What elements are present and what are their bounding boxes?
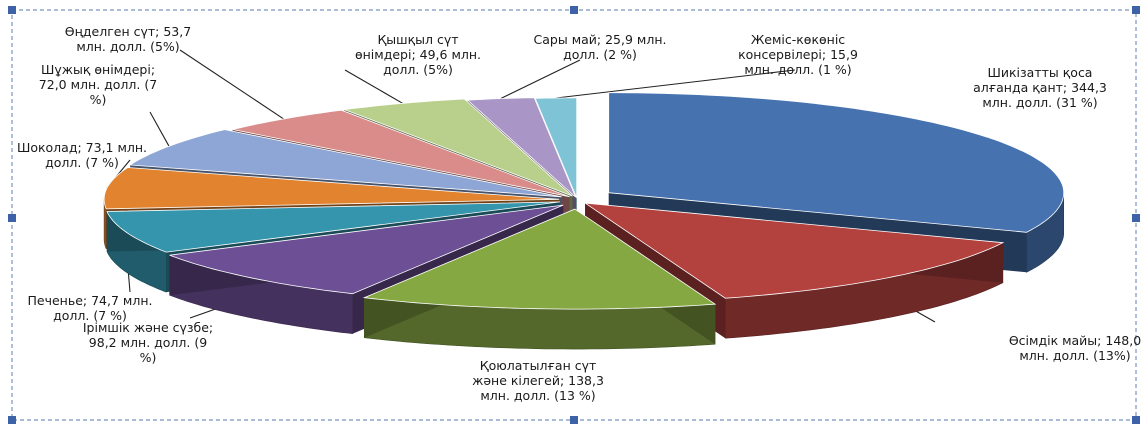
leader-line-8 <box>344 69 403 104</box>
slice-label-line: млн. долл. (5%) <box>76 39 179 54</box>
slice-9 <box>466 97 577 198</box>
slice-label-line: Өңделген сүт; 53,7 <box>65 24 191 39</box>
slice-label-line: Қоюлатылған сүт <box>480 358 597 373</box>
slice-label-line: долл. (5%) <box>383 62 453 77</box>
slice-label-line: 72,0 млн. долл. (7 <box>39 77 157 92</box>
slice-label-line: долл. (2 %) <box>563 47 637 62</box>
slice-label-1: Өсімдік майы; 148,0 млн. долл. (13%) <box>1009 333 1141 363</box>
slice-6 <box>128 129 562 198</box>
slice-label-line: консервілері; 15,9 <box>738 47 858 62</box>
slice-label-line: млн. долл. (31 %) <box>982 95 1097 110</box>
frame-handle[interactable] <box>1132 416 1140 424</box>
slice-label-line: %) <box>90 92 107 107</box>
slice-10 <box>534 97 578 199</box>
frame-handle[interactable] <box>1132 214 1140 222</box>
slice-label-line: млн. долл. (1 %) <box>744 62 851 77</box>
slice-label-line: долл. (7 %) <box>53 308 127 323</box>
slice-label-line: Шұжық өнімдері; <box>41 62 155 77</box>
slice-label-line: және кілегей; 138,3 <box>472 373 604 388</box>
slice-label-10: Жеміс-көкөніс консервілері; 15,9 млн. долл… <box>738 32 858 77</box>
slice-label-3: Ірімшік және сүзбе; 98,2 млн. долл. (9%) <box>83 320 213 365</box>
selection-handles <box>8 6 1140 424</box>
slice-label-4: Печенье; 74,7 млн. долл. (7 %) <box>28 293 153 323</box>
slice-4 <box>106 201 560 253</box>
slice-3 <box>169 204 564 295</box>
slice-2 <box>362 208 717 310</box>
slice-label-7: Өңделген сүт; 53,7 млн. долл. (5%) <box>65 24 191 54</box>
slice-label-line: Қышқыл сүт <box>377 32 458 47</box>
slice-label-line: млн. долл. (13 %) <box>480 388 595 403</box>
slice-label-line: %) <box>140 350 157 365</box>
slice-label-8: Қышқыл сүт өнімдері; 49,6 млн. долл. (5%) <box>355 32 481 77</box>
frame-handle[interactable] <box>570 416 578 424</box>
slice-label-line: алғанда қант; 344,3 <box>973 80 1107 95</box>
frame-handle[interactable] <box>570 6 578 14</box>
slice-label-9: Сары май; 25,9 млн. долл. (2 %) <box>534 32 667 62</box>
slice-label-line: өнімдері; 49,6 млн. <box>355 47 481 62</box>
slice-label-line: млн. долл. (13%) <box>1019 348 1130 363</box>
leader-line-6 <box>149 111 170 147</box>
frame-handle[interactable] <box>8 416 16 424</box>
slice-5 <box>103 167 560 210</box>
slice-label-0: Шикізатты қоса алғанда қант; 344,3 млн. до… <box>973 65 1107 110</box>
slice-7 <box>232 109 570 198</box>
slice-label-5: Шоколад; 73,1 млн. долл. (7 %) <box>17 140 147 170</box>
slice-0 <box>608 92 1065 233</box>
slice-8 <box>344 98 573 197</box>
slice-label-line: Шикізатты қоса <box>988 65 1093 80</box>
leader-line-10 <box>555 69 796 99</box>
frame-handle[interactable] <box>8 214 16 222</box>
slice-label-line: Ірімшік және сүзбе; <box>83 320 213 335</box>
slice-label-line: Жеміс-көкөніс <box>751 32 845 47</box>
slice-tops <box>103 92 1065 310</box>
slice-label-line: 98,2 млн. долл. (9 <box>89 335 207 350</box>
slice-label-line: Шоколад; 73,1 млн. <box>17 140 147 155</box>
leader-line-9 <box>500 59 581 100</box>
slice-label-line: долл. (7 %) <box>45 155 119 170</box>
slice-label-line: Сары май; 25,9 млн. <box>534 32 667 47</box>
slice-labels: Шикізатты қоса алғанда қант; 344,3 млн. до… <box>17 24 1141 403</box>
frame-handle[interactable] <box>8 6 16 14</box>
slice-label-6: Шұжық өнімдері; 72,0 млн. долл. (7%) <box>39 62 157 107</box>
leader-line-7 <box>179 49 284 120</box>
slice-label-line: Өсімдік майы; 148,0 <box>1009 333 1141 348</box>
frame-handle[interactable] <box>1132 6 1140 14</box>
slice-label-2: Қоюлатылған сүт және кілегей; 138,3 млн. д… <box>472 358 604 403</box>
slice-label-line: Печенье; 74,7 млн. <box>28 293 153 308</box>
slice-1 <box>584 202 1005 299</box>
